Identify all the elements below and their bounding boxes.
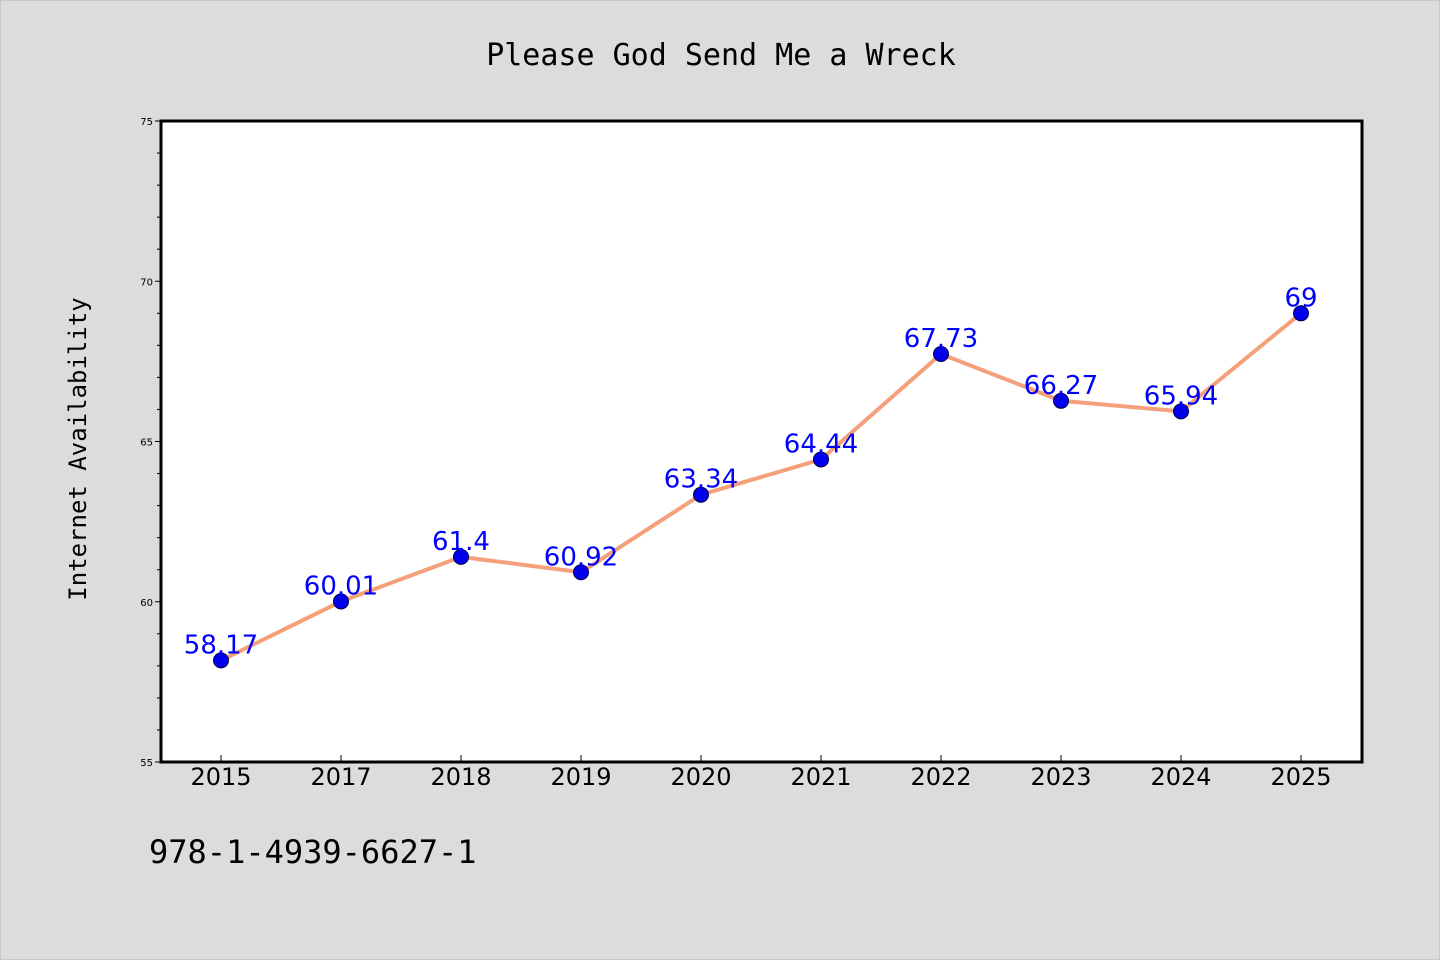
data-label: 60.92 bbox=[544, 542, 618, 572]
x-tick-label: 2023 bbox=[1030, 763, 1091, 791]
data-point-marker bbox=[213, 652, 229, 669]
plot-area bbox=[159, 119, 1364, 764]
data-label: 69 bbox=[1284, 283, 1317, 313]
data-point-marker bbox=[333, 593, 349, 610]
x-tick-label: 2024 bbox=[1150, 763, 1211, 791]
x-tick-label: 2015 bbox=[190, 763, 251, 791]
y-axis-ticks: 55 60 65 70 75 bbox=[140, 117, 161, 769]
x-tick-label: 2022 bbox=[910, 763, 971, 791]
data-point-marker bbox=[933, 346, 949, 363]
data-point-marker bbox=[453, 548, 469, 565]
x-tick-label: 2025 bbox=[1270, 763, 1331, 791]
data-point-marker bbox=[1293, 305, 1309, 322]
data-label: 60.01 bbox=[304, 571, 378, 601]
y-tick-label: 55 bbox=[140, 758, 153, 769]
data-label: 67.73 bbox=[904, 324, 978, 354]
data-point-marker bbox=[1173, 403, 1189, 420]
series-line-group bbox=[219, 311, 1303, 663]
data-point-marker bbox=[573, 564, 589, 581]
x-tick-label: 2021 bbox=[790, 763, 851, 791]
y-tick-label: 65 bbox=[140, 438, 153, 449]
x-tick-label: 2020 bbox=[670, 763, 731, 791]
x-tick-label: 2018 bbox=[430, 763, 491, 791]
data-label: 66.27 bbox=[1024, 371, 1098, 401]
data-label: 64.44 bbox=[784, 429, 858, 459]
data-point-marker bbox=[693, 486, 709, 503]
x-axis-ticks: 2015 2017 2018 2019 2020 2021 2022 2023 2024 2025 bbox=[190, 755, 1332, 791]
x-tick-label: 2019 bbox=[550, 763, 611, 791]
series-markers-group bbox=[213, 305, 1309, 669]
data-point-marker bbox=[1053, 392, 1069, 409]
chart-title: Please God Send Me a Wreck bbox=[486, 38, 956, 73]
data-label: 65.94 bbox=[1144, 381, 1218, 411]
y-axis-label: Internet Availability bbox=[64, 297, 92, 600]
series-line bbox=[219, 311, 1303, 663]
isbn-footer: 978-1-4939-6627-1 bbox=[149, 833, 477, 871]
data-point-marker bbox=[813, 451, 829, 468]
y-tick-label: 60 bbox=[140, 598, 153, 609]
y-tick-label: 75 bbox=[140, 117, 153, 128]
data-label: 61.4 bbox=[432, 527, 490, 557]
data-labels-group: 58.17 60.01 61.4 60.92 63.34 64.44 67.73 66.27 6… bbox=[184, 283, 1318, 660]
y-tick-label: 70 bbox=[140, 277, 153, 288]
data-label: 58.17 bbox=[184, 630, 258, 660]
x-tick-label: 2017 bbox=[310, 763, 371, 791]
data-label: 63.34 bbox=[664, 465, 738, 495]
